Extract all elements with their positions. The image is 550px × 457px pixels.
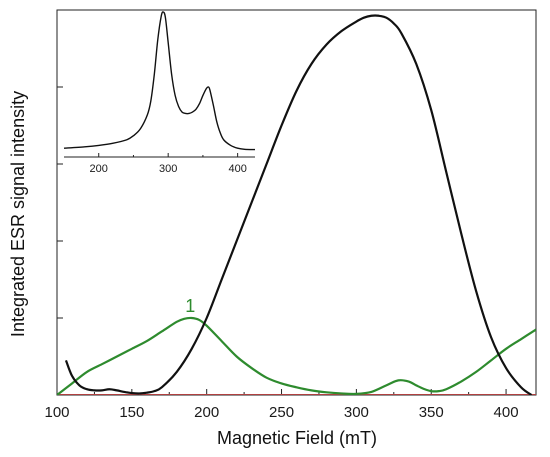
series-line-1 — [57, 316, 536, 395]
x-tick-label: 150 — [119, 404, 144, 421]
inset-x-tick-label: 300 — [159, 163, 177, 175]
plot-frame — [56, 9, 537, 396]
x-tick-label: 400 — [494, 404, 519, 421]
curve-label: 1 — [185, 296, 195, 316]
x-tick-label: 100 — [44, 404, 69, 421]
inset-series-line — [63, 11, 256, 151]
x-axis-title: Magnetic Field (mT) — [217, 428, 377, 448]
inset-x-tick-label: 200 — [90, 163, 108, 175]
inset-x-tick-label: 400 — [228, 163, 246, 175]
y-axis-title: Integrated ESR signal intensity — [8, 91, 28, 337]
x-tick-label: 250 — [269, 404, 294, 421]
x-tick-label: 300 — [344, 404, 369, 421]
inset-plot: 200 300 400 — [63, 11, 256, 175]
series-line-2 — [64, 14, 533, 395]
x-tick-label: 350 — [419, 404, 444, 421]
x-tick-label: 200 — [194, 404, 219, 421]
